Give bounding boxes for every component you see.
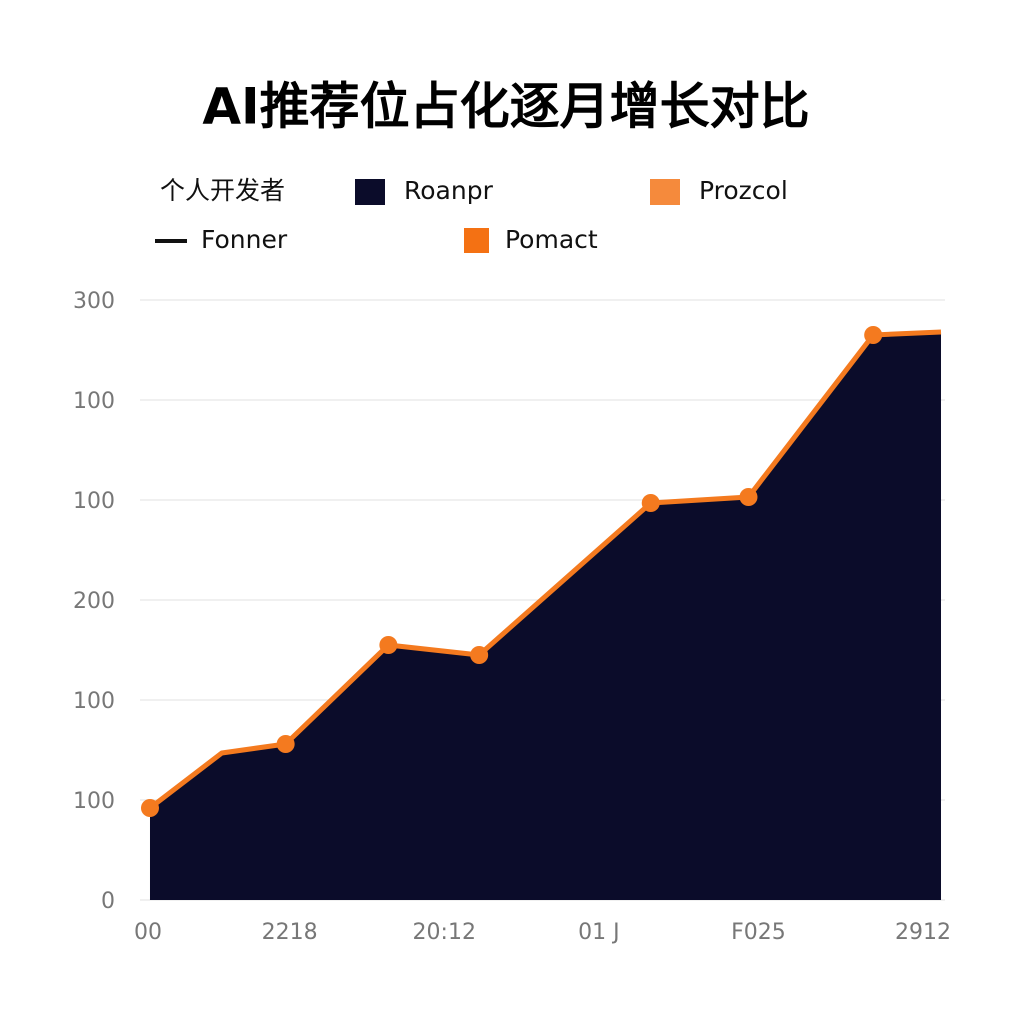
legend-label: Roanpr [404, 176, 494, 205]
x-tick-label: 01 J [578, 920, 619, 945]
legend-label: Pomact [505, 225, 598, 254]
x-tick-label: 20:12 [413, 920, 476, 945]
point [140, 799, 159, 817]
x-tick-label: 00 [134, 920, 162, 945]
legend-swatch [650, 179, 680, 205]
point [470, 646, 489, 664]
point [641, 494, 660, 512]
legend-swatch [464, 228, 489, 253]
y-tick-label: 100 [73, 489, 115, 514]
point [864, 326, 883, 344]
point [276, 735, 295, 753]
legend-title: 个人开发者 [160, 176, 285, 205]
legend-label: Fonner [201, 225, 288, 254]
y-tick-label: 0 [101, 889, 115, 914]
chart-title: AI推荐位占化逐月增长对比 [202, 78, 809, 136]
y-tick-label: 100 [73, 789, 115, 814]
x-tick-label: F025 [731, 920, 786, 945]
legend-swatch [355, 179, 385, 205]
point [739, 488, 758, 506]
y-tick-label: 200 [73, 589, 115, 614]
y-tick-label: 300 [73, 289, 115, 314]
legend-label: Prozcol [699, 176, 788, 205]
y-tick-label: 100 [73, 389, 115, 414]
area [149, 332, 942, 900]
point [379, 636, 398, 654]
x-tick-label: 2912 [895, 920, 951, 945]
x-tick-label: 2218 [262, 920, 318, 945]
y-tick-label: 100 [73, 689, 115, 714]
